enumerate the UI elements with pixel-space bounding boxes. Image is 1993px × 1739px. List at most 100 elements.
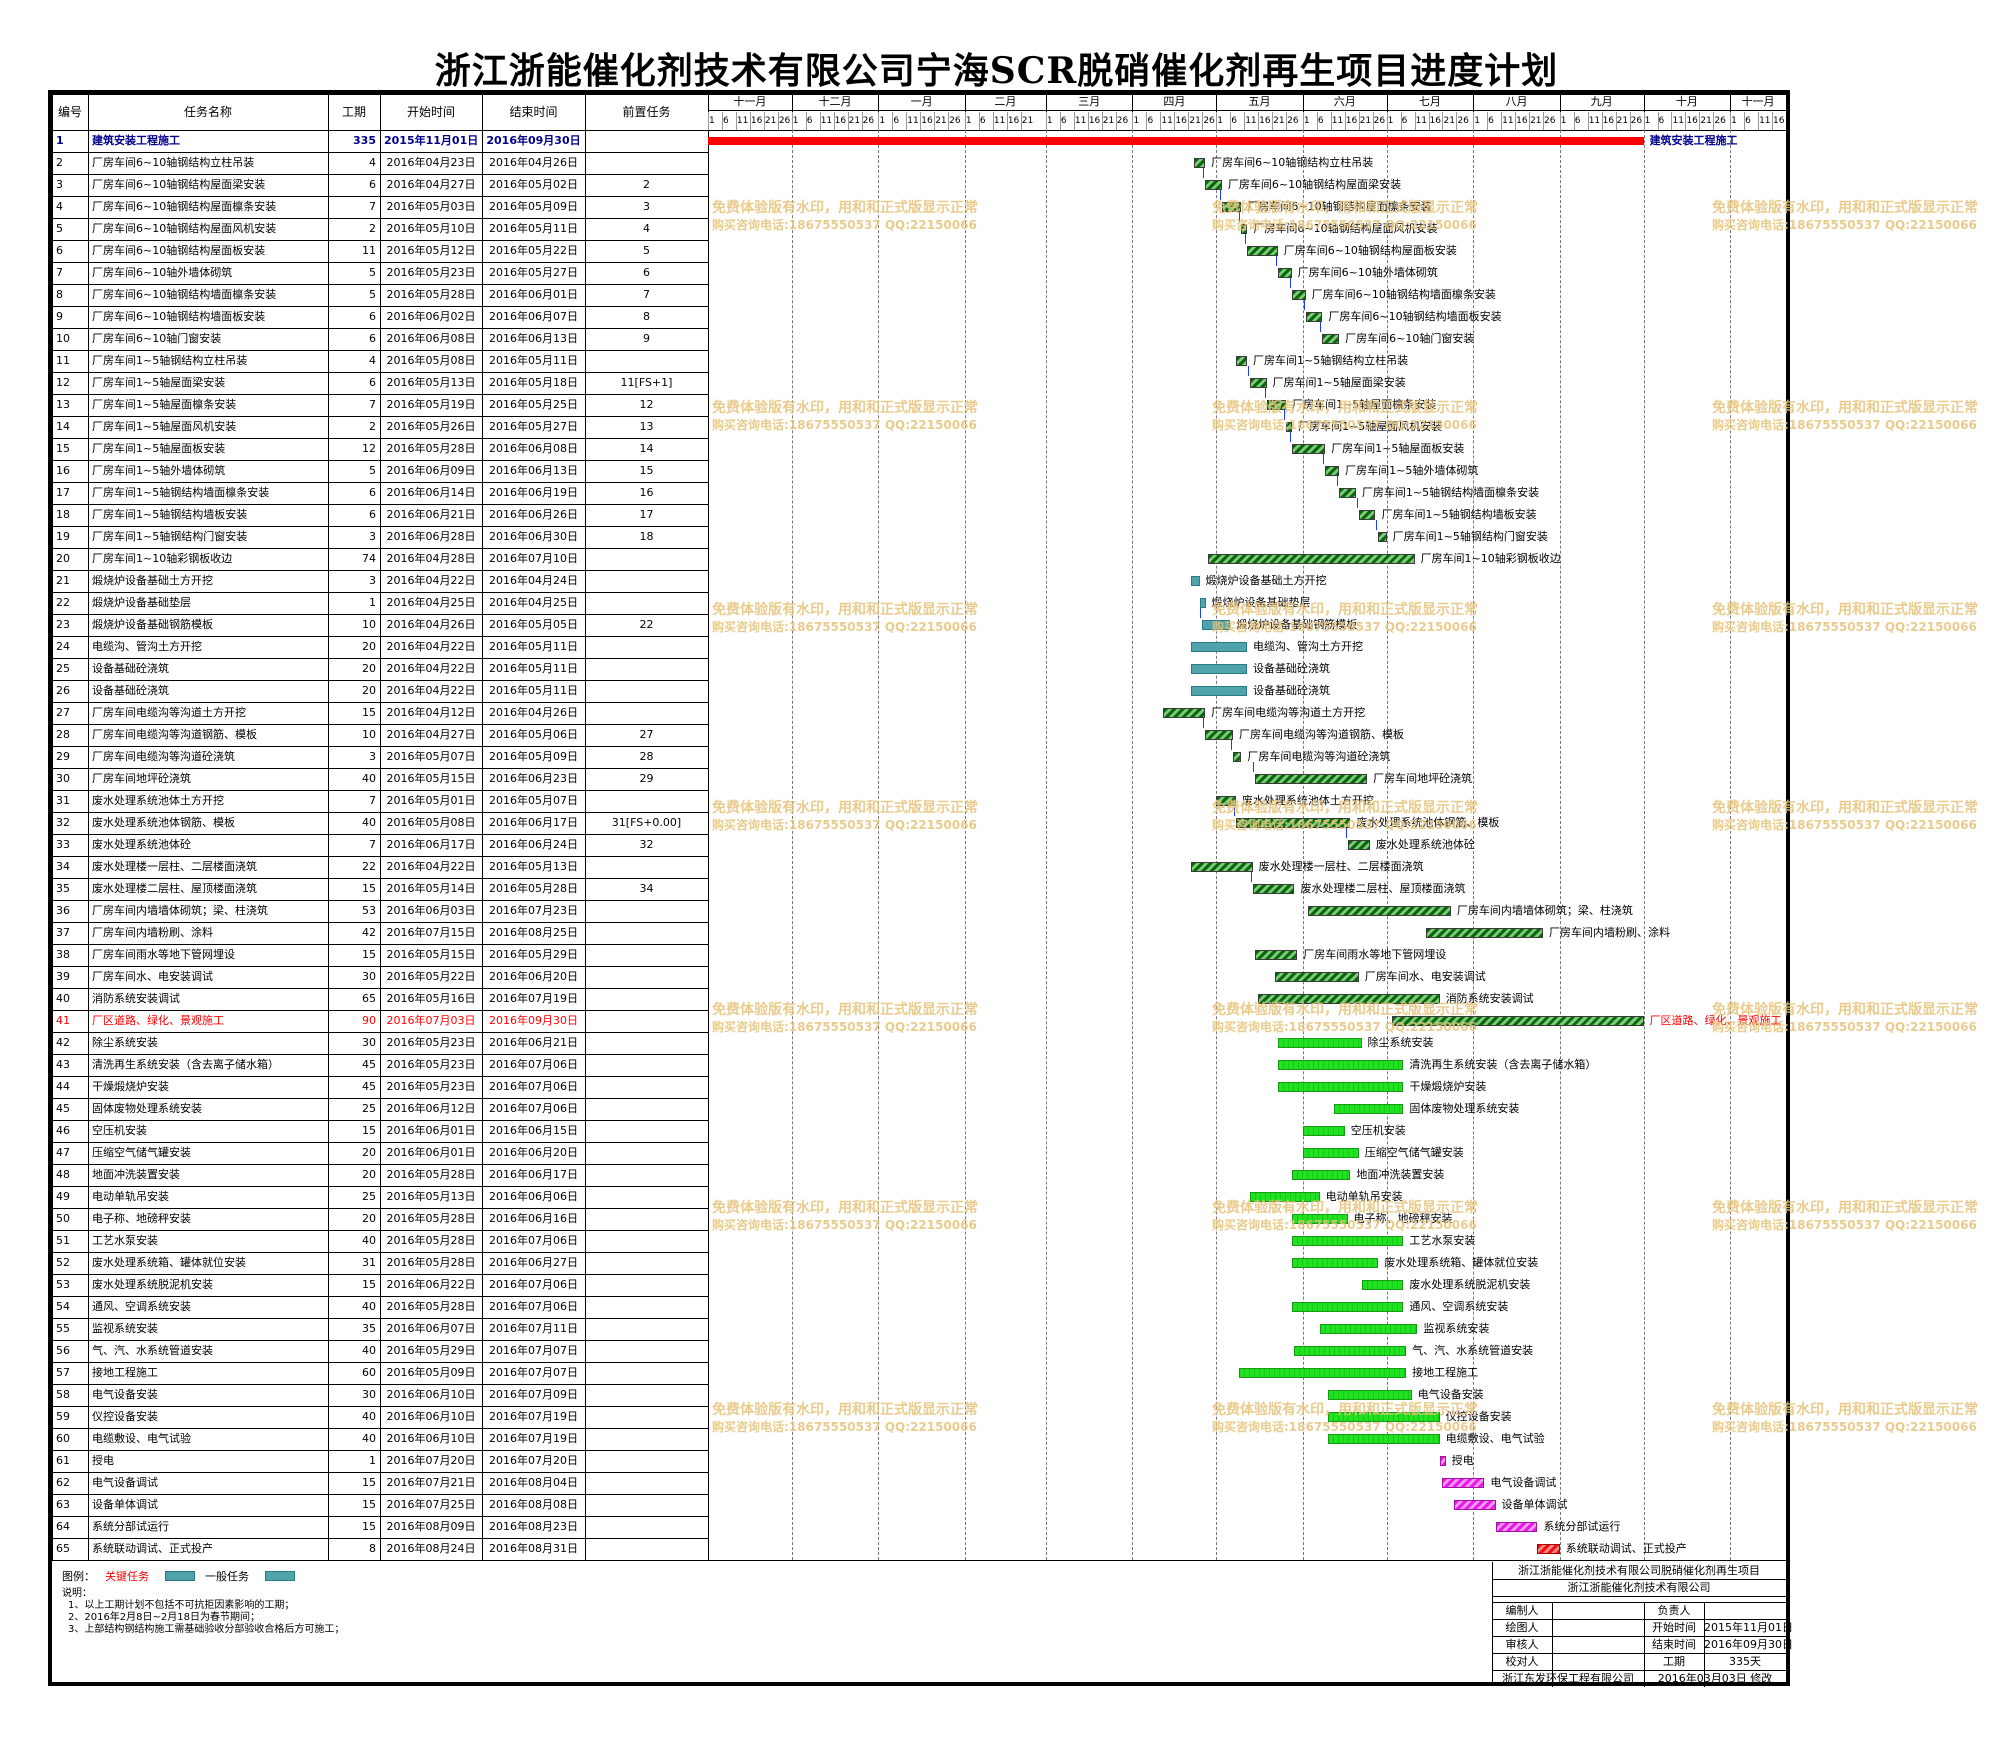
gantt-bar[interactable] [1274, 972, 1359, 982]
gantt-bar[interactable] [1233, 752, 1242, 762]
gantt-bar[interactable] [1277, 1060, 1404, 1070]
task-name: 电缆沟、管沟土方开挖 [92, 640, 202, 653]
task-name: 废水处理楼二层柱、屋顶楼面浇筑 [92, 882, 257, 895]
gantt-bar[interactable] [1322, 334, 1340, 344]
gantt-bar[interactable] [1191, 642, 1247, 652]
gantt-bar[interactable] [1205, 730, 1234, 740]
gantt-bar[interactable] [1207, 554, 1415, 564]
task-predecessor [589, 702, 704, 724]
gantt-bar[interactable] [1277, 1038, 1362, 1048]
gantt-bar[interactable] [1193, 158, 1206, 168]
gantt-bar[interactable] [1191, 576, 1200, 586]
gantt-bar[interactable] [1291, 1236, 1404, 1246]
gantt-bar[interactable] [1361, 1280, 1404, 1290]
table-hline [52, 944, 708, 945]
task-end: 2016年07月19日 [489, 992, 578, 1005]
gantt-bar[interactable] [1277, 268, 1292, 278]
gantt-bar[interactable] [1255, 774, 1368, 784]
gantt-bar[interactable] [1319, 1324, 1418, 1334]
gantt-bar[interactable] [1308, 906, 1451, 916]
task-start: 2016年06月10日 [386, 1388, 476, 1401]
gantt-bar[interactable] [1291, 290, 1306, 300]
gantt-bar-label: 消防系统安装调试 [1445, 992, 1534, 1005]
gantt-bar[interactable] [1238, 1368, 1407, 1378]
gantt-bar[interactable] [1291, 1302, 1404, 1312]
gantt-bar[interactable] [1495, 1522, 1538, 1532]
gantt-bar[interactable] [1191, 862, 1253, 872]
task-predecessor [589, 1450, 704, 1472]
gantt-bar[interactable] [1216, 796, 1236, 806]
gantt-bar[interactable] [1425, 928, 1544, 938]
gantt-bar[interactable] [1247, 246, 1278, 256]
task-start: 2016年05月16日 [386, 992, 476, 1005]
gantt-bar[interactable] [1221, 202, 1242, 212]
gantt-bar[interactable] [1347, 840, 1370, 850]
dependency-arrow [1250, 872, 1252, 882]
gantt-bar[interactable] [1291, 444, 1326, 454]
gantt-bar[interactable] [1291, 1170, 1351, 1180]
title-block-cell: 编制人 [1505, 1604, 1539, 1617]
gantt-bar[interactable] [1252, 884, 1295, 894]
task-name: 电缆敷设、电气试验 [92, 1432, 191, 1445]
gantt-bar[interactable] [1291, 1258, 1379, 1268]
watermark-line-2: 购买咨询电话:18675550537 QQ:22150066 [1212, 620, 1477, 634]
gantt-bar[interactable] [1266, 400, 1287, 410]
gantt-bar[interactable] [1255, 950, 1298, 960]
gantt-bar[interactable] [1339, 488, 1356, 498]
table-hline [52, 636, 708, 637]
task-end: 2016年07月07日 [489, 1344, 578, 1357]
gantt-bar[interactable] [1453, 1500, 1496, 1510]
task-name: 厂房车间1~5轴钢结构立柱吊装 [92, 354, 248, 367]
task-name: 消防系统安装调试 [92, 992, 180, 1005]
gantt-bar[interactable] [1163, 708, 1206, 718]
gantt-bar[interactable] [1327, 1390, 1412, 1400]
gantt-bar[interactable] [1537, 1544, 1560, 1554]
gantt-bar[interactable] [1191, 664, 1247, 674]
gantt-bar[interactable] [1358, 510, 1376, 520]
task-end: 2016年06月16日 [489, 1212, 578, 1225]
gantt-bar[interactable] [1249, 1192, 1320, 1202]
gantt-bar-label: 厂房车间1~5轴屋面风机安装 [1298, 420, 1443, 433]
gantt-bar[interactable] [1327, 1412, 1440, 1422]
gantt-bar[interactable] [1235, 356, 1247, 366]
gantt-bar[interactable] [1305, 312, 1323, 322]
day-tick-label: 11 [1588, 116, 1601, 126]
gantt-bar[interactable] [1333, 1104, 1404, 1114]
gantt-bar[interactable] [1191, 686, 1247, 696]
note-line: 说明： [62, 1588, 92, 1599]
gantt-bar[interactable] [1442, 1478, 1485, 1488]
gantt-bar[interactable] [1235, 818, 1351, 828]
gantt-bar[interactable] [1291, 1214, 1348, 1224]
gantt-bar[interactable] [1286, 422, 1293, 432]
task-predecessor [589, 592, 704, 614]
task-id: 21 [56, 574, 70, 587]
gantt-bar[interactable] [1439, 1456, 1446, 1466]
gantt-bar[interactable] [1249, 378, 1267, 388]
gantt-bar[interactable] [708, 137, 1644, 145]
gantt-bar[interactable] [1302, 1148, 1359, 1158]
gantt-bar[interactable] [1258, 994, 1440, 1004]
gantt-bar[interactable] [1294, 1346, 1407, 1356]
gantt-bar-label: 厂房车间1~5轴钢结构墙板安装 [1381, 508, 1537, 521]
gantt-bar[interactable] [1199, 598, 1206, 608]
task-name: 地面冲洗装置安装 [92, 1168, 180, 1181]
gantt-bar[interactable] [1302, 1126, 1345, 1136]
gantt-bar[interactable] [1325, 466, 1340, 476]
day-tick-label: 26 [1203, 116, 1215, 126]
gantt-bar-label: 厂房车间1~5轴钢结构墙面檩条安装 [1361, 486, 1540, 499]
task-end: 2016年08月23日 [489, 1520, 578, 1533]
gantt-bar[interactable] [1392, 1016, 1644, 1026]
task-name: 废水处理系统池体土方开挖 [92, 794, 224, 807]
gantt-bar[interactable] [1241, 224, 1248, 234]
table-hline [52, 746, 708, 747]
gantt-bar[interactable] [1202, 620, 1231, 630]
task-duration: 4 [369, 156, 376, 169]
day-tick [1244, 112, 1246, 130]
watermark-line-1: 免费体验版有水印，用和和正式版显示正常 [1712, 602, 1978, 618]
gantt-bar[interactable] [1277, 1082, 1404, 1092]
gantt-bar[interactable] [1327, 1434, 1440, 1444]
gantt-bar[interactable] [1378, 532, 1387, 542]
task-end: 2016年04月26日 [489, 156, 578, 169]
gantt-bar[interactable] [1205, 180, 1222, 190]
task-predecessor: 29 [639, 772, 654, 785]
